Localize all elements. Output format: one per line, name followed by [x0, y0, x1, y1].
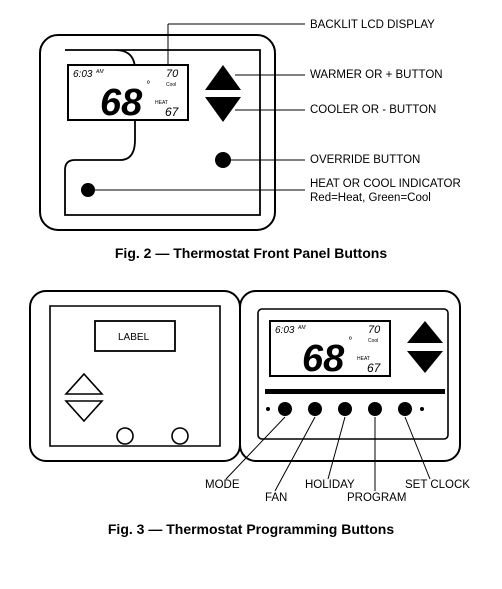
cover-button-1 [117, 428, 133, 444]
lcd2-heat-sp: 67 [367, 361, 382, 375]
label-setclock: SET CLOCK [405, 479, 470, 493]
label-mode: MODE [205, 479, 240, 493]
label-cooler: COOLER OR - BUTTON [310, 104, 436, 118]
lcd2-temp: 68 [302, 338, 345, 380]
lcd-heat-sp: 67 [165, 105, 180, 119]
lcd-ampm: AM [95, 69, 104, 75]
fig3-svg: LABEL 6:03 AM 70 Cool 68 ° HEAT 67 [10, 281, 490, 511]
lcd-time: 6:03 [73, 69, 93, 80]
override-button[interactable] [215, 152, 231, 168]
label-fan: FAN [265, 492, 287, 506]
lcd-temp: 68 [100, 82, 143, 124]
label-override: OVERRIDE BUTTON [310, 154, 420, 168]
lcd2-mode: Cool [368, 338, 378, 344]
lcd-setpoint: 70 [166, 68, 179, 80]
holiday-button[interactable] [338, 402, 352, 416]
lcd2-setpoint: 70 [368, 324, 381, 336]
program-button[interactable] [368, 402, 382, 416]
lcd2-degree: ° [348, 336, 352, 347]
cover-panel [30, 291, 240, 461]
label-indicator: HEAT OR COOL INDICATOR Red=Heat, Green=C… [310, 178, 461, 206]
label-program: PROGRAM [347, 492, 406, 506]
heat-cool-indicator [81, 183, 95, 197]
figure-2: 6:03 AM 70 Cool 68 ° HEAT 67 [10, 10, 492, 235]
lcd2-ampm: AM [297, 325, 306, 331]
fan-button[interactable] [308, 402, 322, 416]
cover-button-2 [172, 428, 188, 444]
label-holiday: HOLIDAY [305, 479, 355, 493]
button-strip [265, 389, 445, 394]
label-warmer: WARMER OR + BUTTON [310, 69, 443, 83]
label-text: LABEL [118, 332, 150, 343]
fig2-caption: Fig. 2 — Thermostat Front Panel Buttons [10, 245, 492, 261]
lcd-mode: Cool [166, 82, 176, 88]
lcd-degree: ° [146, 80, 150, 91]
figure-3: LABEL 6:03 AM 70 Cool 68 ° HEAT 67 [10, 281, 492, 511]
label-lcd: BACKLIT LCD DISPLAY [310, 19, 435, 33]
fig3-caption: Fig. 3 — Thermostat Programming Buttons [10, 521, 492, 537]
lcd2-time: 6:03 [275, 325, 295, 336]
mode-button[interactable] [278, 402, 292, 416]
setclock-button[interactable] [398, 402, 412, 416]
